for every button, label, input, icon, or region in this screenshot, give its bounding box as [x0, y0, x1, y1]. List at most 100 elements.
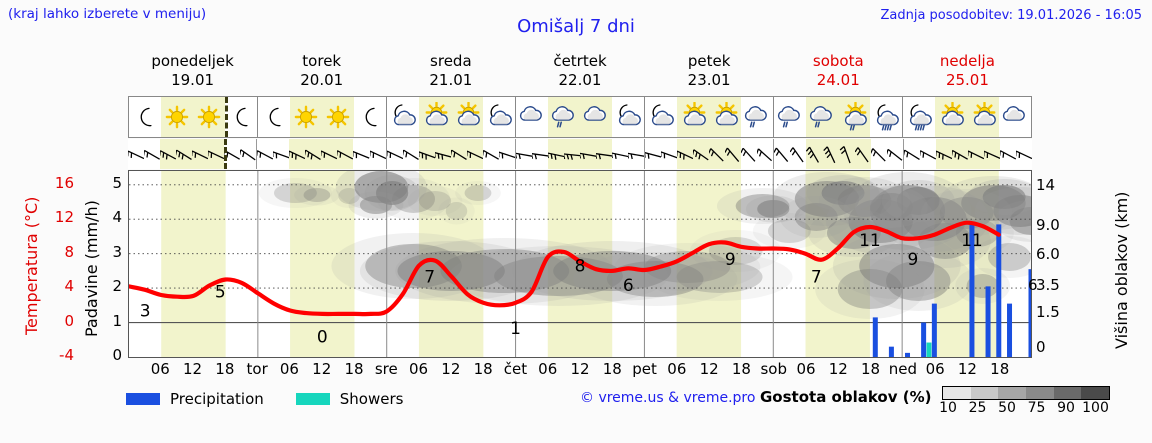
cloud-height-tick: 14: [1036, 175, 1056, 194]
wind-barb: [482, 139, 499, 169]
wind-barb: [208, 139, 225, 169]
wind-barb: [192, 139, 209, 169]
sun-icon: [161, 97, 193, 137]
showers-bars: [926, 342, 932, 357]
density-tick-label: 90: [1057, 400, 1075, 416]
day-header-6: nedelja 25.01: [903, 52, 1032, 94]
wind-barb: [725, 139, 742, 169]
wind-barb: [806, 139, 823, 169]
wind-barb: [531, 139, 548, 169]
cloud-height-extra-tick: 6: [1028, 276, 1038, 295]
sun-cloud-icon: [677, 97, 709, 137]
cloud-rain-icon: [774, 97, 806, 137]
density-tick-label: 10: [939, 400, 957, 416]
wind-barb: [498, 139, 515, 169]
day-name: ponedeljek: [151, 52, 234, 70]
wind-barb-strip: [128, 139, 1032, 169]
wind-barb: [402, 139, 419, 169]
day-date: 24.01: [816, 71, 860, 89]
wind-barb: [386, 139, 403, 169]
x-tick-label: 18: [990, 360, 1010, 378]
temperature-tick: -4: [59, 346, 74, 364]
page-title: Omišalj 7 dni: [517, 16, 635, 37]
day-name: sreda: [430, 52, 472, 70]
precipitation-legend-label: Precipitation: [170, 390, 264, 408]
wind-barb: [563, 139, 580, 169]
cloud-height-tick: 1.5: [1036, 303, 1060, 322]
temperature-tick: 16: [54, 173, 74, 192]
cloud-height-tick: 0: [1036, 337, 1046, 356]
wind-barb: [289, 139, 306, 169]
wind-day-4: [645, 139, 775, 169]
day-name: petek: [687, 52, 731, 70]
cloud-density-field: [258, 171, 1031, 319]
temperature-tick: 4: [64, 277, 74, 296]
sun-cloud-icon: [935, 97, 967, 137]
x-tick-label: 06: [409, 360, 429, 378]
moon-cloud-icon: [483, 97, 515, 137]
temperature-point-label: 5: [215, 283, 226, 303]
density-scale-step: [943, 387, 971, 399]
density-tick-label: 75: [1027, 400, 1046, 416]
temperature-point-label: 7: [424, 267, 435, 287]
wind-barb: [919, 139, 936, 169]
wind-barb: [774, 139, 790, 169]
icon-day-1: [258, 97, 387, 137]
x-tick-label: 06: [667, 360, 687, 378]
cloud-height-tick: 6.0: [1036, 244, 1060, 263]
cloud-icon: [580, 97, 612, 137]
series-legend: Precipitation Showers: [126, 388, 403, 410]
x-tick-label: 18: [602, 360, 622, 378]
density-tick-label: 50: [998, 400, 1016, 416]
density-scale-step: [970, 387, 999, 399]
x-tick-label: 12: [183, 360, 203, 378]
wind-barb: [709, 139, 726, 169]
wind-barb: [579, 139, 596, 169]
x-tick-label: 18: [215, 360, 235, 378]
x-tick-label: 18: [731, 360, 751, 378]
wind-barb: [790, 139, 806, 169]
wind-day-3: [515, 139, 646, 169]
sun-icon: [193, 97, 225, 137]
wind-barb: [176, 139, 193, 169]
wind-barb: [273, 139, 290, 169]
moon-cloud-icon: [645, 97, 677, 137]
precipitation-bars: [872, 224, 1031, 357]
cloud-icon: [999, 97, 1031, 137]
wind-barb: [661, 139, 678, 169]
showers-legend-label: Showers: [339, 390, 404, 408]
day-name: četrtek: [553, 52, 607, 70]
wind-barb: [741, 139, 757, 169]
wind-barb: [967, 139, 984, 169]
x-tick-label: pet: [632, 360, 657, 378]
wind-barb: [645, 139, 662, 169]
moon-icon: [129, 97, 161, 137]
wind-barb: [1015, 139, 1032, 169]
cloud-rain-icon: [548, 97, 580, 137]
wind-barb: [596, 139, 613, 169]
moon-cloud-icon: [387, 97, 419, 137]
x-tick-label: 18: [473, 360, 493, 378]
precipitation-tick: 5: [112, 173, 122, 192]
x-tick-label: 12: [699, 360, 719, 378]
temperature-point-label: 11: [859, 231, 881, 251]
temperature-point-label: 3: [140, 302, 151, 322]
wind-day-5: [774, 139, 904, 169]
sun-cloud-icon: [967, 97, 999, 137]
icon-day-2: [387, 97, 516, 137]
day-header-3: četrtek 22.01: [515, 52, 644, 94]
density-scale-step: [1081, 387, 1110, 399]
temperature-tick: 0: [64, 311, 74, 330]
icon-day-3: [516, 97, 645, 137]
moon-cloud-rain-icon: [870, 97, 902, 137]
x-tick-label: 18: [861, 360, 881, 378]
wind-barb: [983, 139, 1000, 169]
sun-icon: [322, 97, 354, 137]
cloud-height-tick: 9.0: [1036, 215, 1060, 234]
wind-barb: [822, 139, 839, 169]
x-tick-label: 12: [957, 360, 977, 378]
x-tick-label: 18: [344, 360, 364, 378]
temperature-point-label: 9: [725, 250, 736, 270]
day-header-0: ponedeljek 19.01: [128, 52, 257, 94]
forecast-plot: 35071869711911711: [128, 170, 1032, 358]
